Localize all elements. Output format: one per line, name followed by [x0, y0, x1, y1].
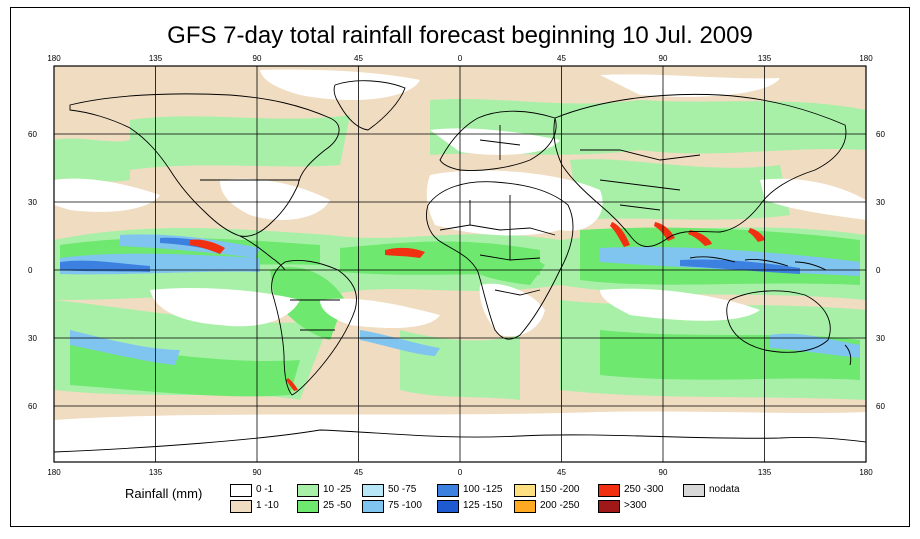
borders-africa	[439, 195, 556, 296]
lon-tick-label: 135	[758, 54, 772, 63]
borders-americas	[200, 179, 340, 331]
lon-tick-label: 0	[458, 468, 463, 477]
lon-tick-label: 90	[253, 468, 262, 477]
rain-field-extreme	[190, 222, 765, 391]
lat-tick-label: 30	[28, 334, 37, 343]
map-title: GFS 7-day total rainfall forecast beginn…	[167, 22, 753, 49]
legend-swatch	[514, 500, 536, 513]
latitude-ticks-right: 60 30 0 30 60	[876, 130, 885, 411]
longitude-ticks-bottom: 180 135 90 45 0 45 90 135 180	[47, 468, 873, 477]
longitude-ticks-top: 180 135 90 45 0 45 90 135 180	[47, 54, 873, 63]
map-border	[53, 65, 867, 463]
legend-range-label: >300	[624, 500, 647, 511]
asia-outline	[553, 93, 847, 247]
indonesia-outline	[689, 256, 827, 271]
africa-outline	[426, 181, 574, 340]
legend-swatch	[297, 500, 319, 513]
lon-tick-label: 180	[859, 54, 873, 63]
legend-swatch	[297, 484, 319, 497]
borders-eurasia	[479, 125, 701, 211]
lon-tick-label: 180	[47, 468, 61, 477]
legend-range-label: 50 -75	[388, 484, 417, 495]
lat-tick-label: 60	[876, 130, 885, 139]
lat-tick-label: 30	[28, 198, 37, 207]
legend-range-label: 25 -50	[323, 500, 352, 511]
legend-swatch	[683, 484, 705, 497]
new-zealand-outline	[844, 344, 852, 366]
figure-frame	[10, 7, 910, 527]
legend-swatch	[230, 500, 252, 513]
greenland-outline	[333, 80, 406, 131]
legend-swatch	[514, 484, 536, 497]
coastlines	[54, 80, 866, 453]
australia-outline	[726, 290, 831, 353]
lat-tick-label: 30	[876, 198, 885, 207]
legend-swatch	[362, 484, 384, 497]
lat-tick-label: 60	[28, 402, 37, 411]
legend-swatch	[362, 500, 384, 513]
lat-tick-label: 60	[28, 130, 37, 139]
lon-tick-label: 90	[659, 54, 668, 63]
lon-tick-label: 0	[458, 54, 463, 63]
latitude-ticks-left: 60 30 0 30 60	[28, 130, 37, 411]
legend-swatch	[437, 484, 459, 497]
legend-range-label: 1 -10	[256, 500, 279, 511]
lat-tick-label: 0	[876, 266, 881, 275]
central-america-outline	[239, 235, 286, 271]
lon-tick-label: 135	[149, 54, 163, 63]
lat-tick-label: 0	[28, 266, 33, 275]
grid-lines	[54, 66, 866, 462]
legend-title: Rainfall (mm)	[125, 486, 203, 501]
lon-tick-label: 90	[253, 54, 262, 63]
lon-tick-label: 90	[659, 468, 668, 477]
lon-tick-label: 135	[758, 468, 772, 477]
antarctica-outline	[54, 429, 866, 453]
legend-range-label: 10 -25	[323, 484, 352, 495]
lat-tick-label: 60	[876, 402, 885, 411]
legend-range-label: nodata	[709, 484, 740, 495]
north-america-outline	[69, 93, 340, 237]
lon-tick-label: 45	[557, 468, 566, 477]
legend-range-label: 125 -150	[463, 500, 503, 511]
lon-tick-label: 45	[557, 54, 566, 63]
legend-range-label: 250 -300	[624, 484, 664, 495]
legend-swatch	[598, 500, 620, 513]
legend-swatch	[598, 484, 620, 497]
legend-range-label: 0 -1	[256, 484, 274, 495]
lon-tick-label: 180	[859, 468, 873, 477]
south-america-outline	[271, 259, 357, 396]
legend-range-label: 75 -100	[388, 500, 422, 511]
lon-tick-label: 135	[149, 468, 163, 477]
legend-range-label: 100 -125	[463, 484, 503, 495]
lat-tick-label: 30	[876, 334, 885, 343]
legend-range-label: 150 -200	[540, 484, 580, 495]
lon-tick-label: 180	[47, 54, 61, 63]
lon-tick-label: 45	[354, 468, 363, 477]
legend-swatch	[437, 500, 459, 513]
legend-range-label: 200 -250	[540, 500, 580, 511]
legend-swatch	[230, 484, 252, 497]
europe-outline	[439, 110, 557, 171]
lon-tick-label: 45	[354, 54, 363, 63]
